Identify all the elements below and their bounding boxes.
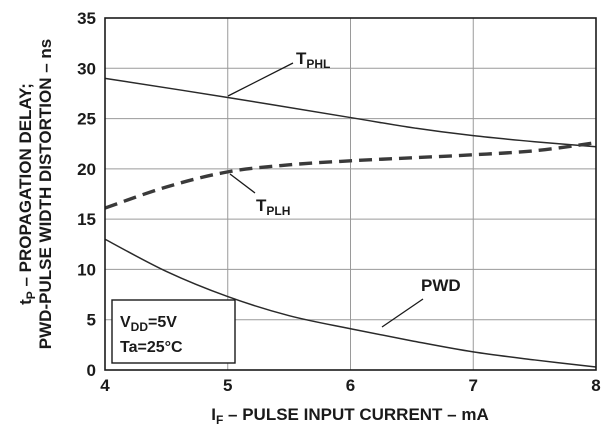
plot-frame xyxy=(104,17,597,371)
y-tick-label: 15 xyxy=(77,210,96,229)
x-tick-label: 5 xyxy=(223,376,232,395)
y-axis-title-line1: tP – PROPAGATION DELAY; xyxy=(16,83,38,305)
y-tick-labels: 0 5 10 15 20 25 30 35 xyxy=(77,9,96,380)
y-tick-label: 10 xyxy=(77,260,96,279)
y-tick-label: 30 xyxy=(77,59,96,78)
condition-ta: Ta=25°C xyxy=(120,339,183,356)
tplh-leader-line xyxy=(229,173,256,194)
pwd-leader-line xyxy=(381,298,424,328)
series-label-tplh: TPLH xyxy=(256,196,290,218)
y-tick-label: 5 xyxy=(87,311,96,330)
x-axis-title: IF – PULSE INPUT CURRENT – mA xyxy=(211,405,489,427)
x-tick-label: 6 xyxy=(346,376,355,395)
curves xyxy=(104,77,597,368)
y-tick-label: 0 xyxy=(87,361,96,380)
y-tick-label: 20 xyxy=(77,160,96,179)
series-line-t-plh xyxy=(104,141,597,210)
y-axis-title-line2: PWD-PULSE WIDTH DISTORTION – ns xyxy=(36,39,55,349)
series-label-pwd: PWD xyxy=(421,276,461,295)
condition-vdd: VDD=5V xyxy=(120,314,177,334)
x-tick-label: 8 xyxy=(591,376,600,395)
x-tick-labels: 4 5 6 7 8 xyxy=(100,376,600,395)
series-line-t-phl xyxy=(104,77,597,148)
x-tick-label: 4 xyxy=(100,376,110,395)
x-tick-label: 7 xyxy=(469,376,478,395)
y-tick-label: 35 xyxy=(77,9,96,28)
tphl-leader-line xyxy=(227,62,294,97)
series-label-tphl: TPHL xyxy=(296,49,330,71)
series-line-pwd xyxy=(104,238,597,368)
conditions-box xyxy=(111,299,236,364)
y-tick-label: 25 xyxy=(77,110,96,129)
